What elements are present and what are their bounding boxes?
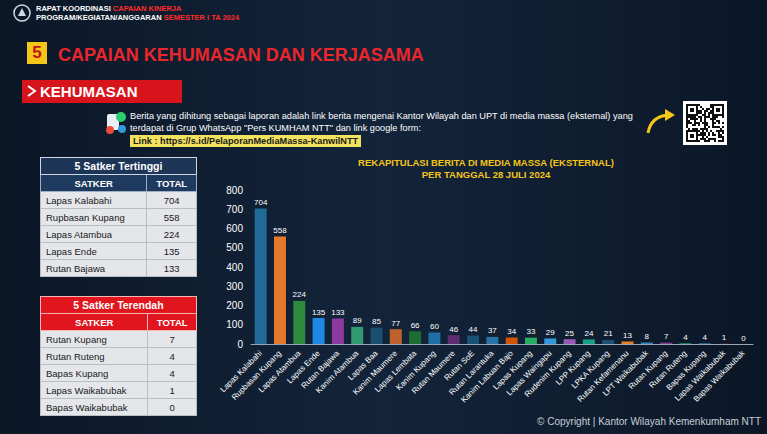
- html-text:Rupbasan Kupang: Rupbasan Kupang: [46, 211, 125, 223]
- svg-text:89: 89: [353, 316, 362, 325]
- svg-text:REKAPITULASI BERITA DI MEDIA M: REKAPITULASI BERITA DI MEDIA MASSA (EKST…: [358, 157, 614, 168]
- html-text:SATKER: SATKER: [74, 177, 113, 189]
- svg-text:558: 558: [273, 226, 287, 235]
- svg-text:4: 4: [703, 333, 708, 342]
- html-text:4: 4: [169, 367, 175, 379]
- html-text:TOTAL: TOTAL: [156, 177, 188, 189]
- svg-text:46: 46: [449, 325, 458, 334]
- html-text:704: 704: [163, 194, 180, 206]
- html-text:Rutan Ruteng: Rutan Ruteng: [46, 350, 105, 362]
- svg-text:33: 33: [527, 327, 536, 336]
- svg-text:Rutan Kupang: Rutan Kupang: [626, 348, 670, 392]
- svg-text:24: 24: [584, 329, 593, 338]
- svg-text:Lapas Kalabahi: Lapas Kalabahi: [218, 348, 264, 395]
- svg-text:7: 7: [664, 332, 669, 341]
- svg-text:Rutan Bajawa: Rutan Bajawa: [299, 348, 342, 391]
- svg-text:800: 800: [226, 185, 243, 196]
- html-text:PROGRAM/KEGIATAN/ANGGARAN SEME: PROGRAM/KEGIATAN/ANGGARAN SEMESTER I TA …: [36, 13, 240, 22]
- html-text:133: 133: [163, 262, 180, 274]
- svg-text:135: 135: [312, 308, 326, 317]
- html-text:Lapas Atambua: Lapas Atambua: [46, 228, 112, 240]
- svg-text:LPKA Kupang: LPKA Kupang: [569, 348, 612, 391]
- html-text:CAPAIAN KEHUMASAN DAN KERJASAM: CAPAIAN KEHUMASAN DAN KERJASAMA: [58, 45, 424, 65]
- svg-text:400: 400: [226, 262, 243, 273]
- svg-text:8: 8: [645, 332, 650, 341]
- svg-text:Kanim Maumere: Kanim Maumere: [351, 348, 399, 397]
- html-text:4: 4: [169, 350, 175, 362]
- svg-text:77: 77: [391, 319, 400, 328]
- svg-text:60: 60: [430, 322, 439, 331]
- html-text:TOTAL: TOTAL: [156, 316, 188, 328]
- svg-text:1: 1: [722, 333, 727, 342]
- svg-text:100: 100: [226, 319, 243, 330]
- html-text:RAPAT KOORDINASI CAPAIAN KINER: RAPAT KOORDINASI CAPAIAN KINERJA: [36, 4, 182, 13]
- svg-text:0: 0: [237, 339, 243, 350]
- svg-text:34: 34: [507, 327, 516, 336]
- svg-text:66: 66: [411, 321, 420, 330]
- svg-text:Bapas Waikabubak: Bapas Waikabubak: [692, 349, 747, 404]
- svg-text:Lapas Kupang: Lapas Kupang: [491, 348, 535, 392]
- svg-text:Lapas Ende: Lapas Ende: [285, 348, 322, 386]
- svg-text:Rudenim Kupang: Rudenim Kupang: [522, 348, 573, 399]
- html-text:Rutan Bajawa: Rutan Bajawa: [46, 262, 106, 274]
- html-text:0: 0: [169, 401, 175, 413]
- svg-text:Rupbasan Kupang: Rupbasan Kupang: [230, 348, 284, 402]
- svg-text:133: 133: [331, 308, 345, 317]
- svg-text:Lapas Waingapu: Lapas Waingapu: [504, 348, 554, 398]
- html-text:Link : https://s.id/PelaporanM: Link : https://s.id/PelaporanMediaMassa-…: [133, 136, 359, 146]
- svg-text:PER TANGGAL 28 JULI 2024: PER TANGGAL 28 JULI 2024: [422, 169, 551, 180]
- html-text:Rutan Kupang: Rutan Kupang: [46, 333, 107, 345]
- svg-text:600: 600: [226, 223, 243, 234]
- svg-text:700: 700: [226, 204, 243, 215]
- html-text:5 Satker Terendah: 5 Satker Terendah: [73, 299, 164, 311]
- svg-text:224: 224: [293, 290, 307, 299]
- html-text:7: 7: [169, 333, 175, 345]
- svg-text:Lapas Baa: Lapas Baa: [346, 348, 380, 383]
- html-text:Bapas Waikabubak: Bapas Waikabubak: [46, 401, 128, 413]
- svg-text:Lapas Atambua: Lapas Atambua: [256, 348, 303, 395]
- svg-text:85: 85: [372, 317, 381, 326]
- svg-text:Lapas Lembata: Lapas Lembata: [373, 348, 419, 395]
- svg-text:Kanim Kupang: Kanim Kupang: [394, 348, 438, 393]
- svg-text:Rutan Maumere: Rutan Maumere: [410, 348, 457, 396]
- svg-text:LPP Kupang: LPP Kupang: [554, 348, 593, 387]
- html-text:© Copyright | Kantor Wilayah K: © Copyright | Kantor Wilayah Kemenkumham…: [537, 416, 761, 427]
- svg-text:Kanim Atambua: Kanim Atambua: [314, 348, 361, 395]
- html-text:Bapas Kupang: Bapas Kupang: [46, 367, 109, 379]
- svg-text:Rutan Larantuka: Rutan Larantuka: [447, 348, 496, 397]
- svg-text:44: 44: [469, 325, 478, 334]
- svg-text:704: 704: [254, 198, 268, 207]
- html-text:KEHUMASAN: KEHUMASAN: [40, 83, 138, 100]
- svg-text:Lapas Waikabubak: Lapas Waikabubak: [673, 348, 728, 403]
- svg-text:13: 13: [623, 331, 632, 340]
- svg-text:0: 0: [741, 334, 746, 343]
- svg-text:LPT Waikabubak: LPT Waikabubak: [600, 348, 650, 398]
- html-text:5 Satker Tertinggi: 5 Satker Tertinggi: [74, 160, 163, 172]
- html-text:558: 558: [163, 211, 180, 223]
- html-text:Lapas Kalabahi: Lapas Kalabahi: [46, 194, 112, 206]
- html-text:Berita yang dihitung sebagai l: Berita yang dihitung sebagai laporan ada…: [130, 111, 633, 133]
- svg-text:4: 4: [683, 333, 688, 342]
- html-text:SATKER: SATKER: [75, 316, 114, 328]
- svg-text:Rutan SoE: Rutan SoE: [442, 348, 477, 383]
- svg-text:25: 25: [565, 329, 574, 338]
- svg-text:300: 300: [226, 281, 243, 292]
- svg-text:500: 500: [226, 242, 243, 253]
- svg-text:21: 21: [604, 329, 613, 338]
- html-text:5: 5: [32, 43, 42, 62]
- html-text:224: 224: [163, 228, 180, 240]
- svg-text:Bapas Kupang: Bapas Kupang: [664, 348, 708, 393]
- svg-text:Kanim Labuan Bajo: Kanim Labuan Bajo: [459, 348, 515, 405]
- svg-text:29: 29: [546, 328, 555, 337]
- svg-text:Rutan Ruteng: Rutan Ruteng: [647, 348, 689, 390]
- svg-text:Rutan Kefamenanu: Rutan Kefamenanu: [575, 348, 631, 404]
- html-text:1: 1: [169, 384, 175, 396]
- html-text:Lapas Ende: Lapas Ende: [46, 245, 97, 257]
- html-text:135: 135: [163, 245, 180, 257]
- svg-text:200: 200: [226, 300, 243, 311]
- html-text:Lapas Waikabubak: Lapas Waikabubak: [46, 384, 127, 396]
- svg-text:37: 37: [488, 326, 497, 335]
